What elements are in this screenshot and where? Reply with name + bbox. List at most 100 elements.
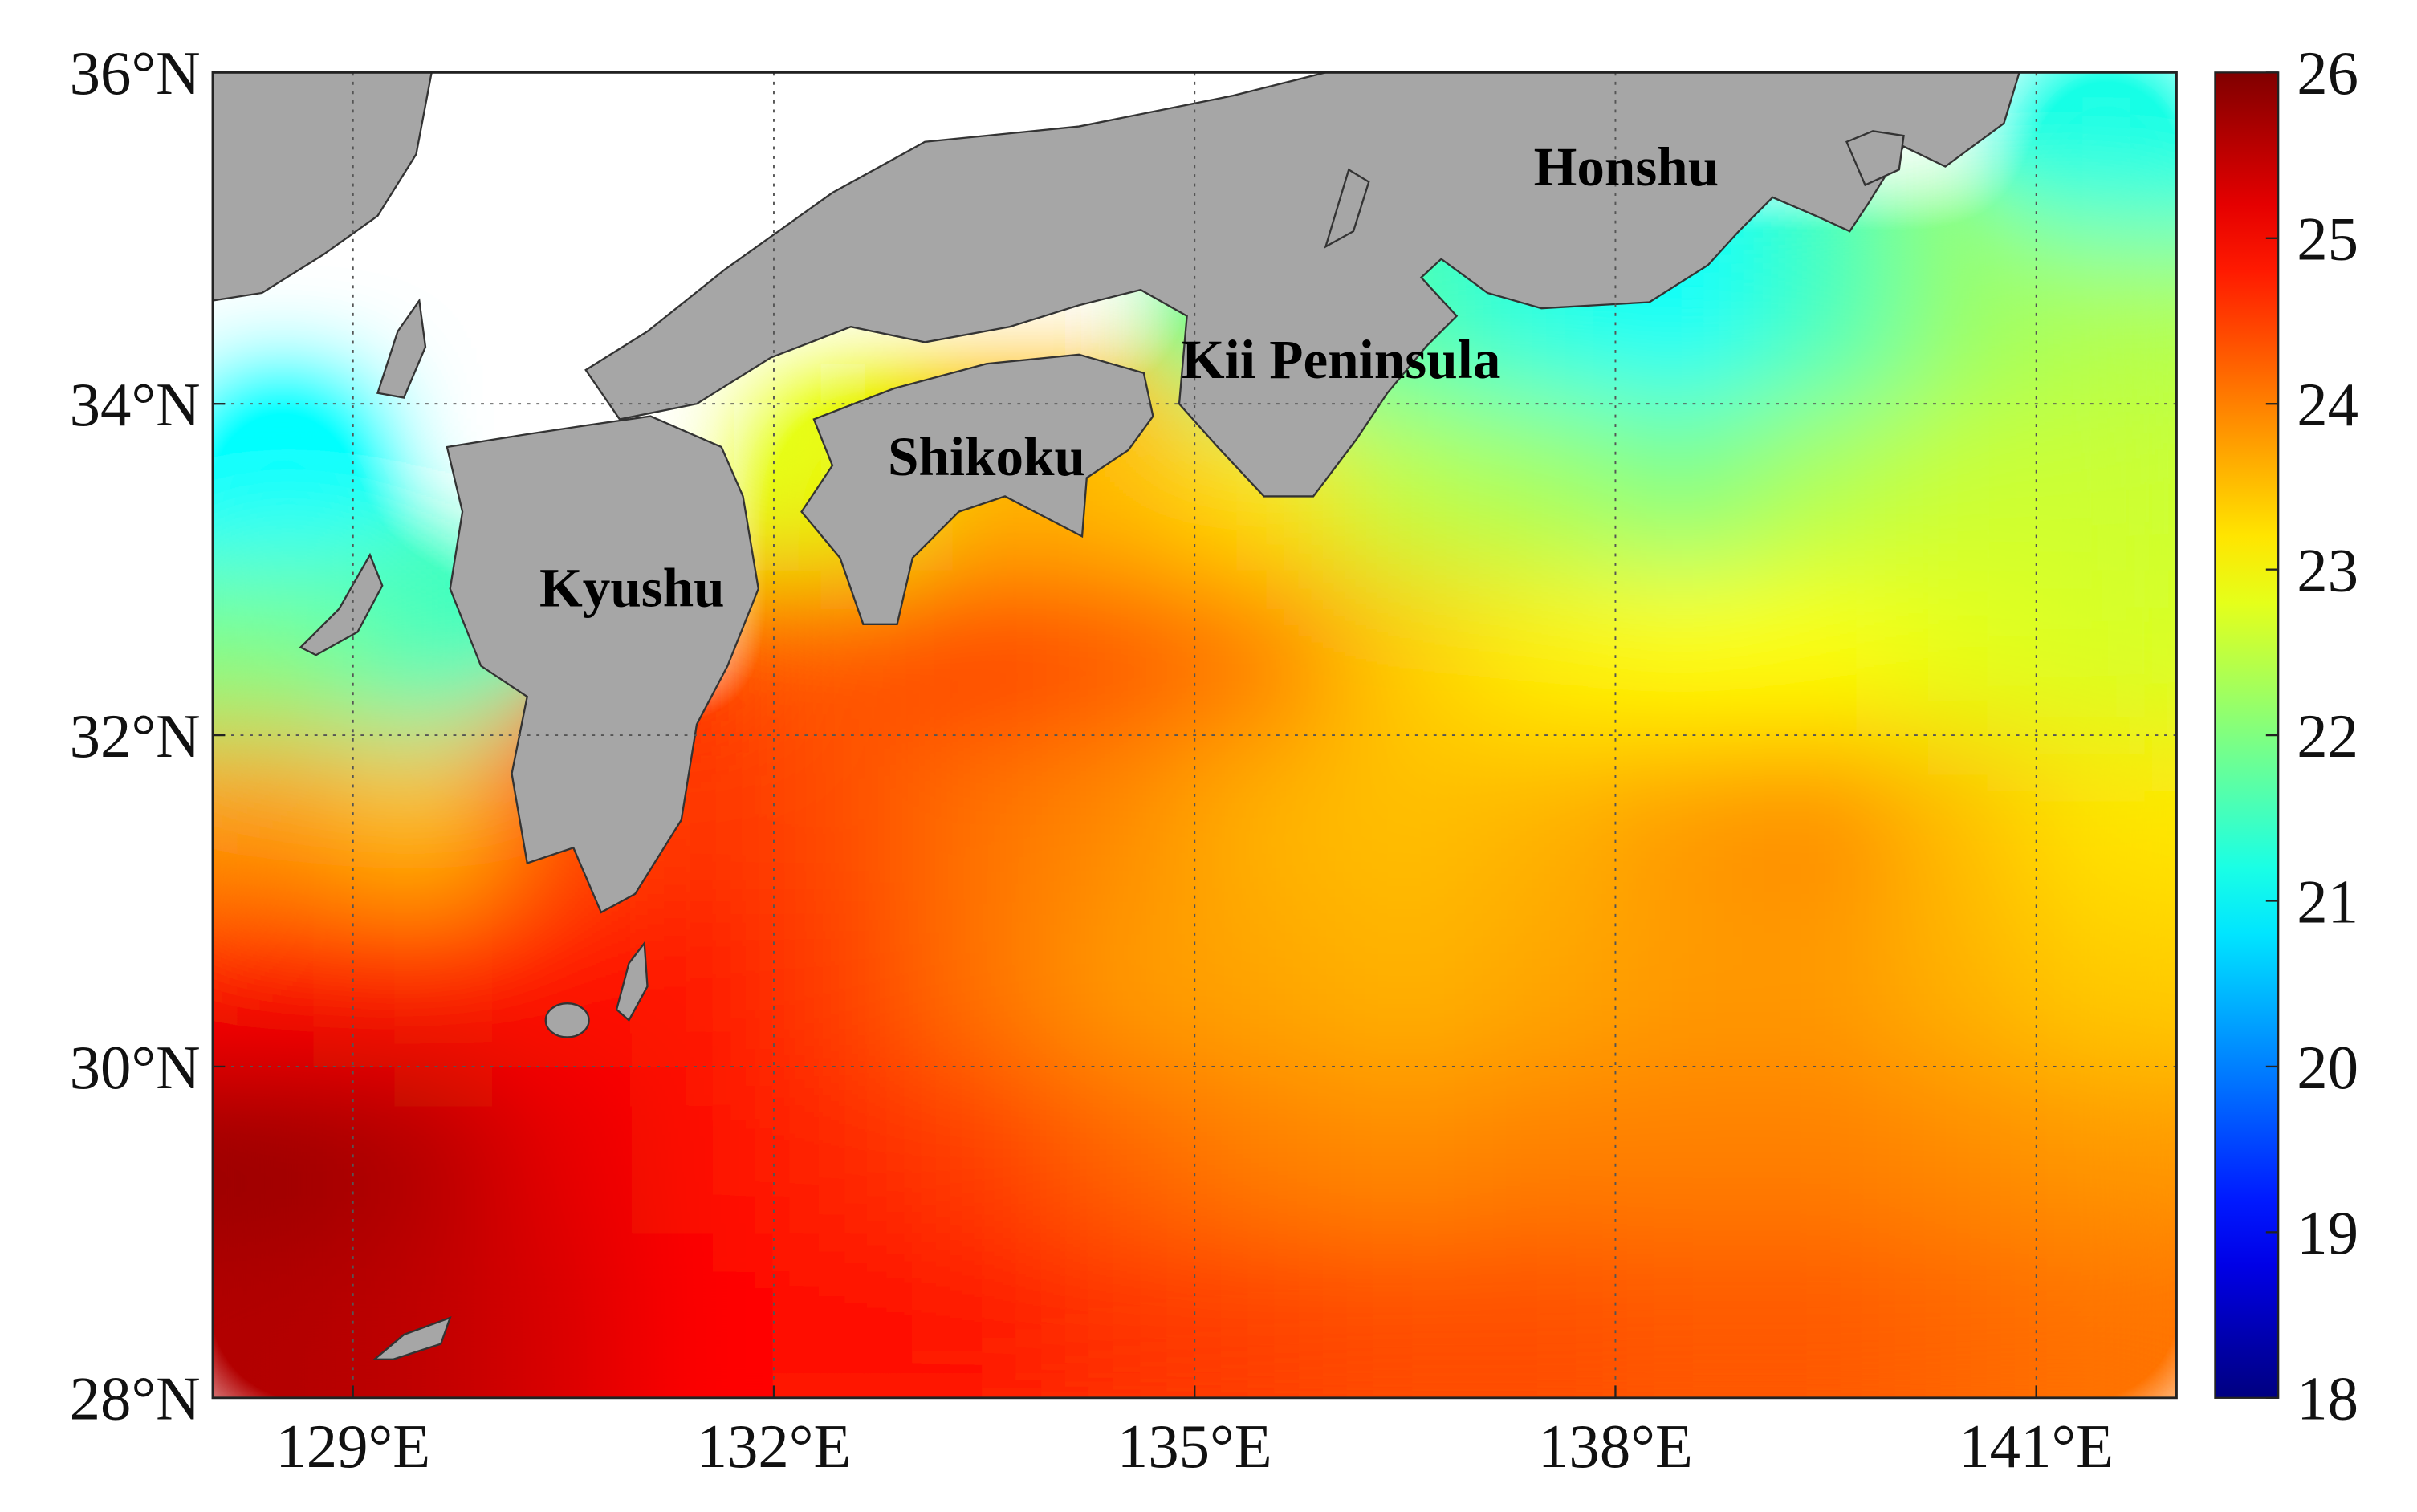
- sst-cell: [1053, 900, 1196, 1067]
- sst-cell: [212, 403, 354, 571]
- sst-cell: [2035, 72, 2177, 239]
- sst-cell: [1614, 1065, 1757, 1234]
- land-honshu: [584, 72, 2020, 498]
- land-kyushu: [446, 415, 759, 914]
- sst-cell: [1614, 403, 1757, 571]
- colorbar-tick-label: 20: [2297, 1034, 2358, 1102]
- sst-cell: [1894, 237, 2037, 405]
- sst-cell: [2035, 568, 2177, 737]
- sst-cell: [633, 900, 775, 1067]
- sst-cell: [1755, 237, 1897, 405]
- sst-cell: [1334, 1065, 1476, 1234]
- sst-cell: [352, 900, 494, 1067]
- land-korea: [212, 72, 433, 302]
- sst-cell: [913, 734, 1056, 902]
- sst-cell: [1614, 734, 1757, 902]
- colorbar-tick-label: 25: [2297, 205, 2358, 274]
- colorbar-tick-label: 21: [2297, 868, 2358, 936]
- sst-cell: [1194, 900, 1336, 1067]
- land: [212, 72, 2020, 1360]
- grid: [212, 72, 2177, 1398]
- sst-cell: [2035, 237, 2177, 405]
- sst-cell: [212, 1065, 354, 1234]
- land-tanegashima: [615, 941, 649, 1022]
- sst-cell: [1614, 900, 1757, 1067]
- x-tick-label: 132°E: [697, 1412, 852, 1481]
- sst-cell: [1334, 1231, 1476, 1398]
- y-tick-label: 28°N: [70, 1365, 201, 1433]
- sst-cell: [913, 900, 1056, 1067]
- sst-cell: [1894, 1065, 2037, 1234]
- sst-cell: [773, 734, 915, 902]
- sst-cell: [1755, 1231, 1897, 1398]
- sst-cell: [2035, 900, 2177, 1067]
- land-shikoku: [800, 353, 1154, 625]
- land-awaji: [1324, 168, 1370, 249]
- sst-cell: [212, 1231, 354, 1398]
- sst-cell: [1474, 403, 1617, 571]
- sst-cell: [1474, 568, 1617, 737]
- y-tick-label: 36°N: [70, 39, 201, 108]
- sst-cell: [1334, 734, 1476, 902]
- y-tick-label: 32°N: [70, 702, 201, 770]
- sst-cell: [1194, 734, 1336, 902]
- sst-cell: [1755, 900, 1897, 1067]
- sst-cell: [1755, 403, 1897, 571]
- colorbar-tick-label: 18: [2297, 1365, 2358, 1433]
- sst-cell: [773, 1065, 915, 1234]
- sst-cell: [212, 568, 354, 737]
- x-tick-label: 129°E: [275, 1412, 430, 1481]
- colorbar-tick-label: 22: [2297, 702, 2358, 770]
- sst-cell: [1474, 900, 1617, 1067]
- sst-cell: [1194, 568, 1336, 737]
- sst-cell: [1894, 900, 2037, 1067]
- sst-cell: [1894, 568, 2037, 737]
- x-tick-label: 138°E: [1538, 1412, 1693, 1481]
- sst-cell: [1053, 1065, 1196, 1234]
- sst-cell: [1334, 900, 1476, 1067]
- sst-cell: [212, 900, 354, 1067]
- sst-cell: [1474, 734, 1617, 902]
- sst-cell: [352, 1065, 494, 1234]
- land-tsushima: [376, 298, 427, 399]
- sst-cell: [1194, 1065, 1336, 1234]
- sst-cell: [1053, 734, 1196, 902]
- sst-cell: [913, 1065, 1056, 1234]
- sst-cell: [913, 1231, 1056, 1398]
- sst-cell: [492, 1065, 635, 1234]
- region-label: Kyushu: [539, 556, 725, 618]
- sst-cell: [492, 900, 635, 1067]
- sst-cell: [1614, 568, 1757, 737]
- sst-cell: [352, 1231, 494, 1398]
- colorbar-tick-label: 24: [2297, 371, 2358, 439]
- x-tick-label: 141°E: [1959, 1412, 2114, 1481]
- sst-cell: [2035, 1065, 2177, 1234]
- land-goto: [299, 552, 384, 656]
- sst-cell: [633, 1065, 775, 1234]
- sst-cell: [2035, 1231, 2177, 1398]
- sst-cell: [1334, 568, 1476, 737]
- sst-cell: [212, 734, 354, 902]
- sst-cell: [1894, 1231, 2037, 1398]
- x-tick-label: 135°E: [1117, 1412, 1272, 1481]
- sst-cell: [1894, 403, 2037, 571]
- sst-cell: [1755, 1065, 1897, 1234]
- colorbar-tick-label: 19: [2297, 1199, 2358, 1267]
- sst-cell: [773, 900, 915, 1067]
- colorbar-tick-label: 26: [2297, 39, 2358, 108]
- land-yakushima: [544, 1002, 590, 1038]
- sst-cell: [1474, 1231, 1617, 1398]
- sst-cell: [352, 734, 494, 902]
- sst-cell: [1474, 1065, 1617, 1234]
- sst-cell: [633, 1231, 775, 1398]
- axes: 129°E 132°E 135°E 138°E 141°E 28°N 30°N 32°N 34°…: [70, 39, 2358, 1481]
- sst-cell: [773, 1231, 915, 1398]
- sst-cell: [1614, 1231, 1757, 1398]
- sst-cell: [2035, 403, 2177, 571]
- region-label: Kii Peninsula: [1182, 328, 1501, 390]
- y-tick-label: 30°N: [70, 1034, 201, 1102]
- region-label: Honshu: [1534, 136, 1719, 197]
- sst-cell: [1053, 1231, 1196, 1398]
